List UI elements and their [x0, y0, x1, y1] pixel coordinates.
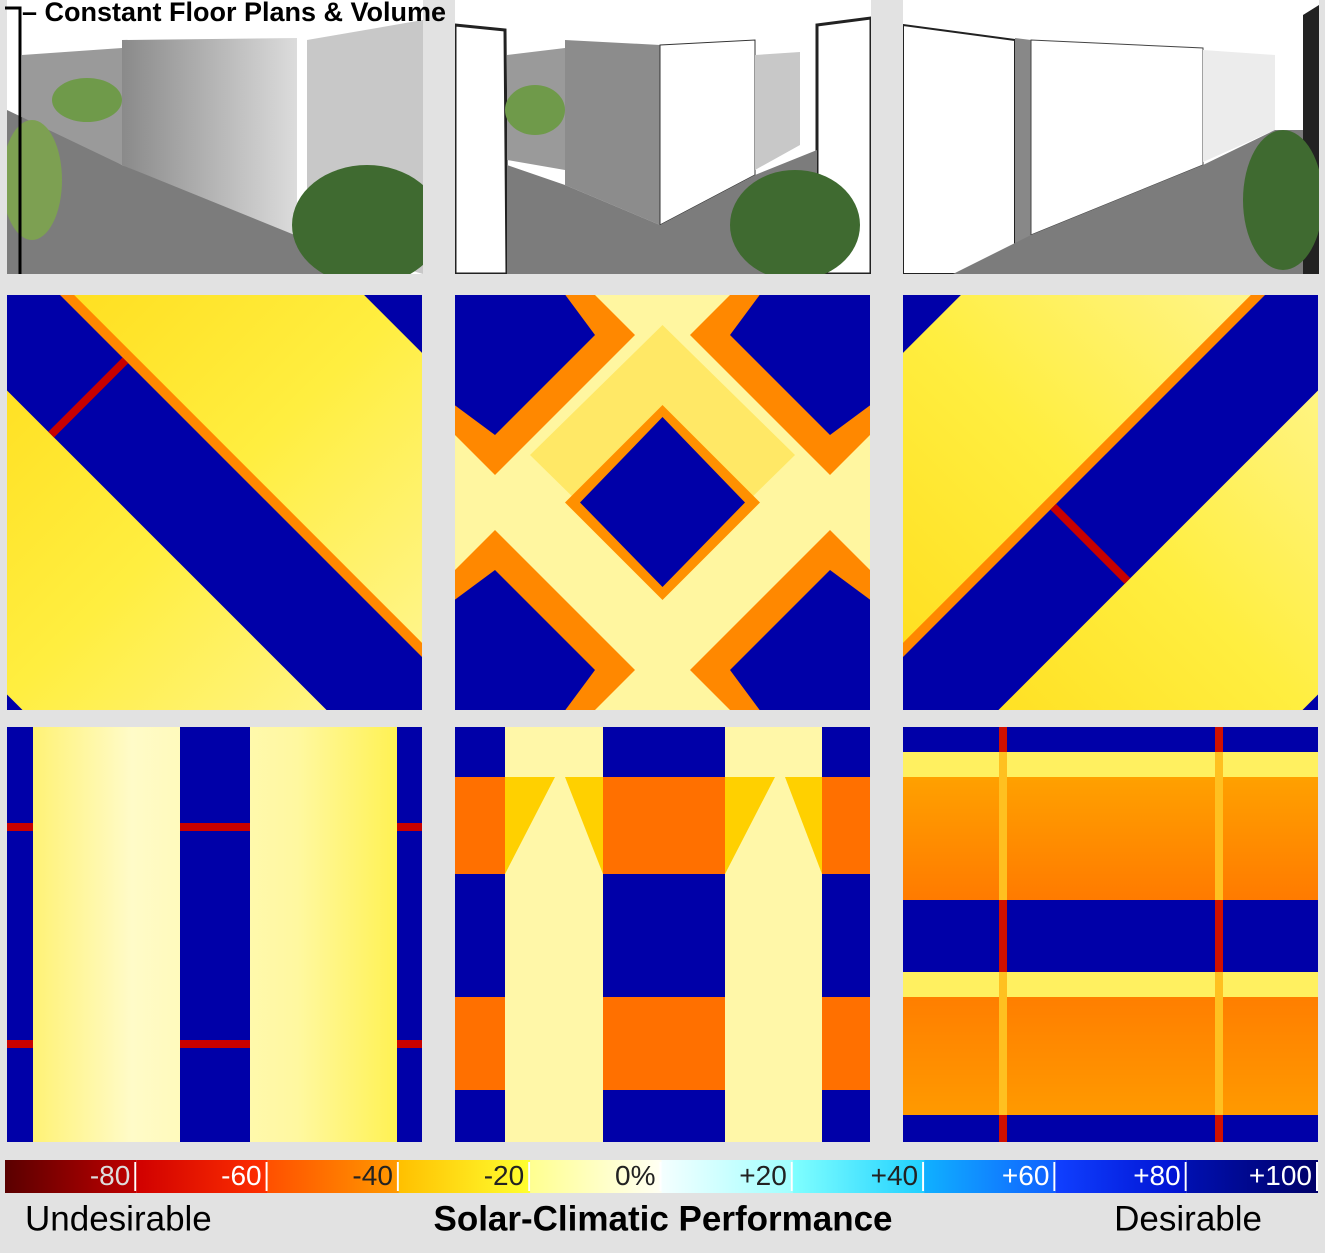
legend-swatch	[267, 1160, 399, 1193]
heatmap	[903, 295, 1318, 710]
street-render	[7, 0, 423, 274]
heatmap	[455, 295, 870, 710]
legend-label: -80	[90, 1160, 130, 1191]
heatmap	[7, 295, 422, 710]
legend-title: Solar-Climatic Performance	[433, 1199, 892, 1238]
legend-label: +20	[739, 1160, 787, 1191]
heatmap	[455, 727, 870, 1142]
legend-swatch	[1055, 1160, 1187, 1193]
legend-swatch	[661, 1160, 793, 1193]
legend-label: 0%	[615, 1160, 655, 1191]
legend-swatch	[792, 1160, 925, 1193]
legend-swatch	[5, 1160, 137, 1193]
legend-swatch	[398, 1160, 531, 1193]
legend-label: +100	[1249, 1160, 1312, 1191]
legend-label: -60	[221, 1160, 261, 1191]
street-render	[455, 0, 871, 274]
heatmap	[903, 727, 1318, 1142]
legend-label: +80	[1133, 1160, 1181, 1191]
street-render	[903, 0, 1319, 274]
legend-left: Undesirable	[25, 1199, 212, 1238]
legend-right: Desirable	[1114, 1199, 1262, 1238]
color-legend: -80 -60 -40 -20 0% +20 +40 +60 +80 +100	[5, 1160, 1318, 1193]
figure-title: – Constant Floor Plans & Volume	[22, 0, 446, 27]
legend-label: -20	[484, 1160, 524, 1191]
legend-swatch	[530, 1160, 662, 1193]
legend-swatch	[136, 1160, 268, 1193]
legend-label: -40	[352, 1160, 392, 1191]
legend-label: +60	[1002, 1160, 1050, 1191]
legend-swatch	[924, 1160, 1056, 1193]
legend-label: +40	[871, 1160, 919, 1191]
bracket	[5, 6, 22, 274]
heatmap	[7, 727, 422, 1142]
legend-swatch	[1186, 1160, 1318, 1193]
